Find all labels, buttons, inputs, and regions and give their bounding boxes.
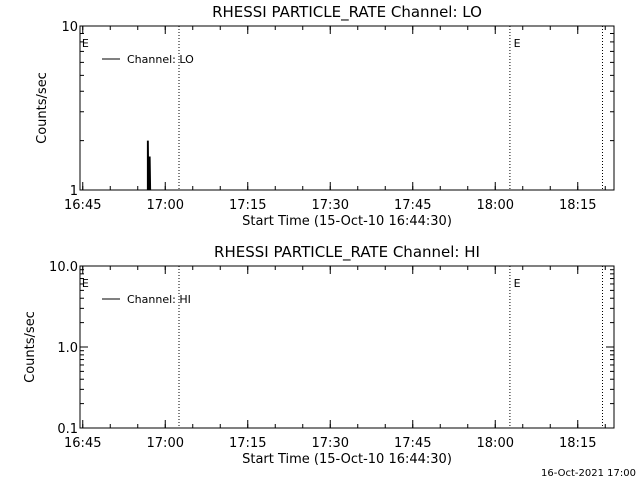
event-marker-label: E <box>82 37 89 50</box>
series-line <box>146 140 152 191</box>
x-tick-label: 18:00 <box>477 436 514 451</box>
x-tick-label: 17:30 <box>312 198 349 213</box>
chart-panel-1: RHESSI PARTICLE_RATE Channel: LO 1 10 Count… <box>35 3 615 229</box>
x-tick-label: 17:15 <box>229 198 266 213</box>
x-tick-label: 17:45 <box>394 198 431 213</box>
plot-frame <box>79 25 615 191</box>
legend-label: Channel: LO <box>127 53 194 66</box>
x-tick-label: 18:15 <box>559 436 596 451</box>
event-marker-label: E <box>514 37 521 50</box>
y-axis-label: Counts/sec <box>35 72 50 144</box>
x-tick-label: 17:45 <box>394 436 431 451</box>
x-tick-label: 16:45 <box>64 436 101 451</box>
event-marker-label: E <box>514 277 521 290</box>
legend-label: Channel: HI <box>127 293 191 306</box>
chart-title: RHESSI PARTICLE_RATE Channel: HI <box>214 243 480 262</box>
x-tick-label: 18:00 <box>477 198 514 213</box>
y-tick-label: 1 <box>70 184 78 199</box>
x-tick-label: 17:00 <box>147 198 184 213</box>
x-tick-label: 17:30 <box>312 436 349 451</box>
x-tick-label: 18:15 <box>559 198 596 213</box>
chart-title: RHESSI PARTICLE_RATE Channel: LO <box>212 3 482 22</box>
footer-timestamp: 16-Oct-2021 17:00 <box>541 468 636 479</box>
chart-panel-2: RHESSI PARTICLE_RATE Channel: HI 0.1 1.0 10… <box>23 243 615 467</box>
x-axis-label: Start Time (15-Oct-10 16:44:30) <box>242 214 452 229</box>
y-tick-label: 1.0 <box>57 341 78 356</box>
y-tick-label: 10.0 <box>49 260 78 275</box>
event-marker-label: E <box>82 277 89 290</box>
y-axis-label: Counts/sec <box>23 311 38 383</box>
y-tick-label: 0.1 <box>57 422 78 437</box>
x-tick-label: 17:15 <box>229 436 266 451</box>
x-tick-label: 16:45 <box>64 198 101 213</box>
x-axis-label: Start Time (15-Oct-10 16:44:30) <box>242 452 452 467</box>
x-tick-label: 17:00 <box>147 436 184 451</box>
y-tick-label: 10 <box>61 20 78 35</box>
